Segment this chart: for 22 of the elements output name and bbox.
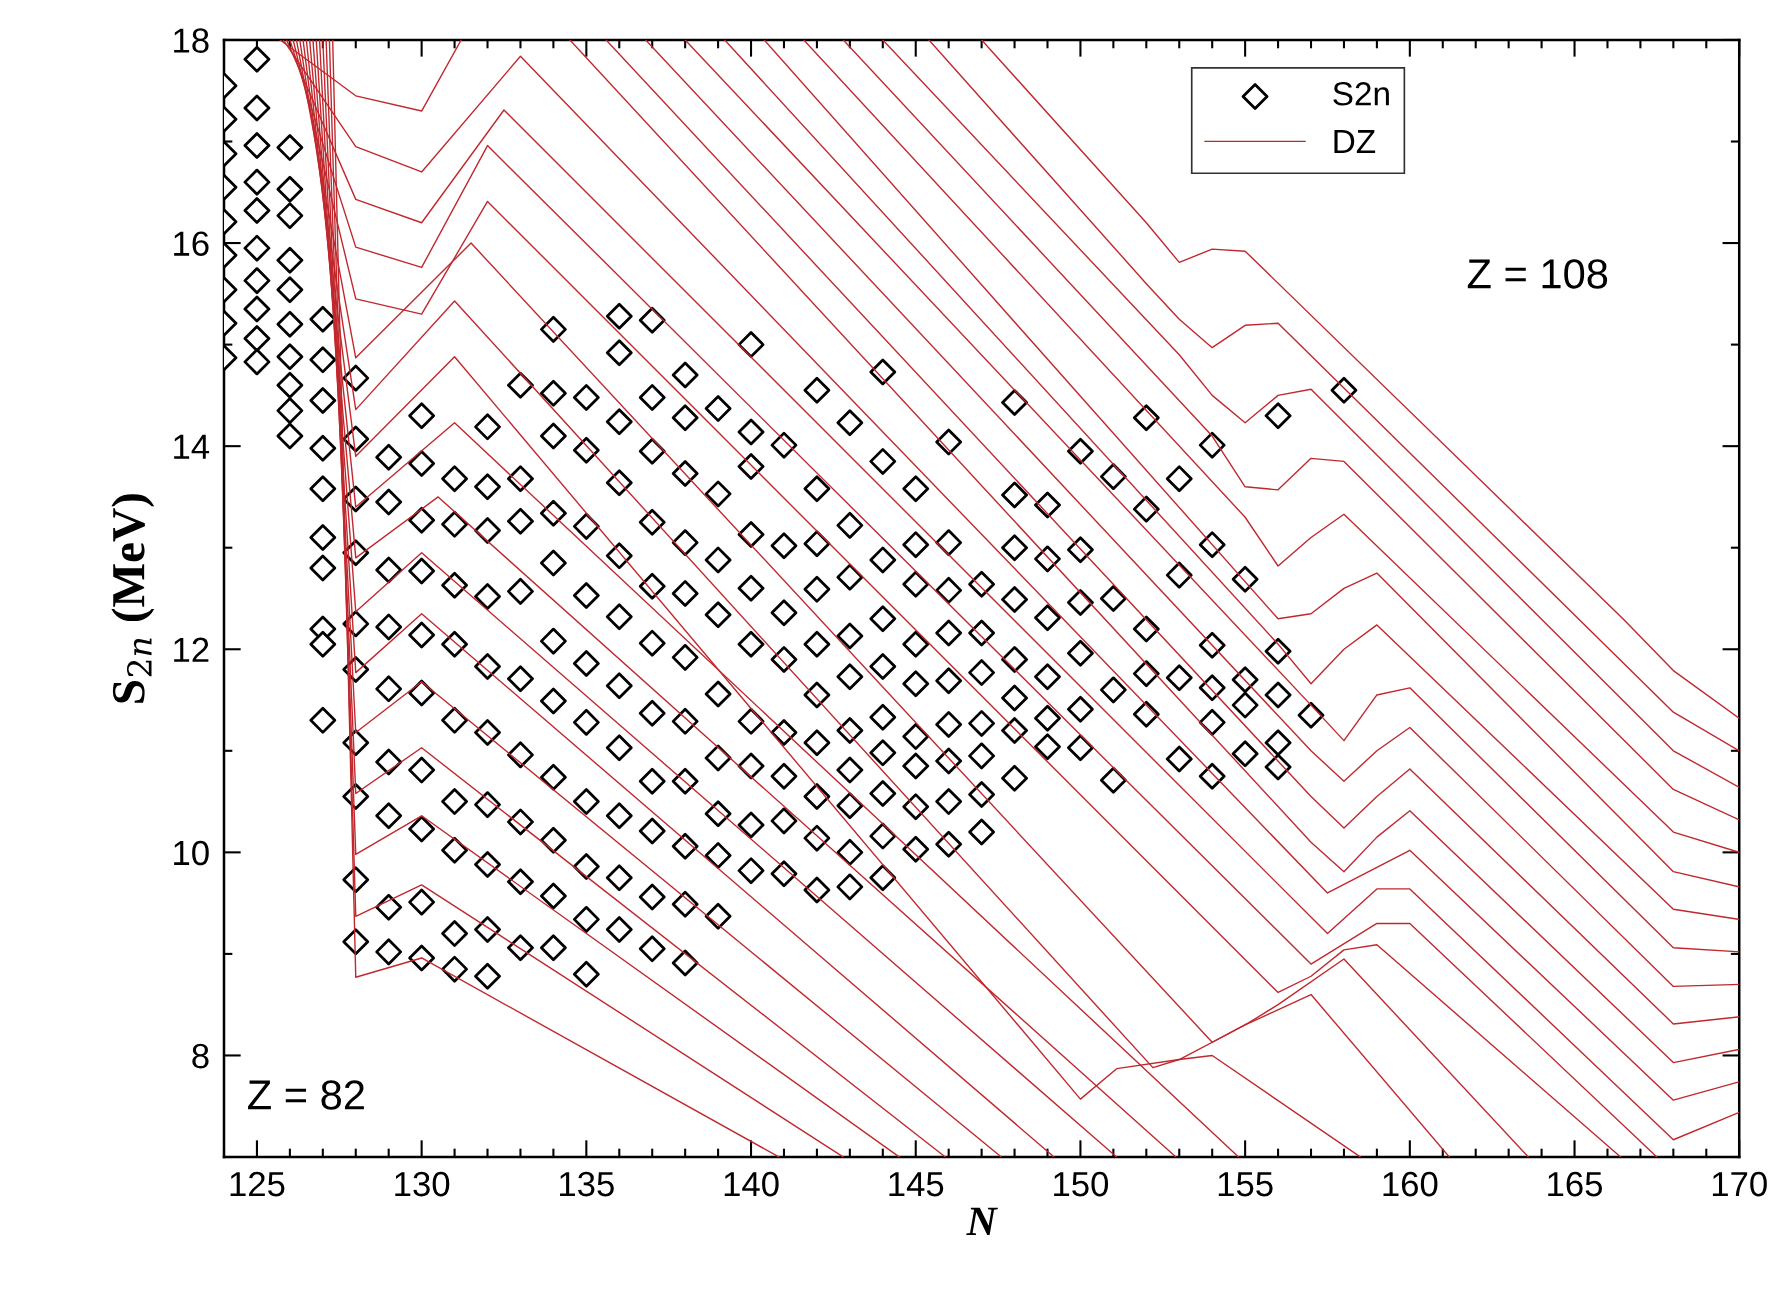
x-tick-label: 160	[1383, 1171, 1438, 1197]
y-tick-label: 14	[174, 434, 210, 459]
x-tick-label: 170	[1712, 1171, 1767, 1197]
y-tick-label: 10	[174, 840, 209, 866]
legend-label: S2n	[1333, 82, 1389, 106]
x-tick-label: 150	[1054, 1171, 1109, 1197]
x-tick-label: 130	[395, 1171, 450, 1197]
legend-label: DZ	[1334, 130, 1376, 154]
annotation: Z = 108	[1467, 259, 1608, 289]
y-tick-label: 12	[174, 637, 209, 662]
x-tick-label: 135	[560, 1171, 614, 1197]
x-tick-label: 155	[1218, 1172, 1273, 1197]
x-tick-label: 140	[724, 1171, 779, 1197]
y-tick-label: 18	[174, 28, 209, 53]
x-axis-title: N	[966, 1207, 998, 1235]
y-axis-title: S$_{2n}$ (MeV)	[111, 494, 155, 703]
annotation: Z = 82	[248, 1080, 364, 1110]
y-tick-label: 16	[174, 231, 209, 256]
y-tick-label: 8	[192, 1043, 209, 1069]
x-tick-label: 125	[230, 1171, 285, 1197]
x-tick-label: 165	[1548, 1171, 1603, 1197]
x-tick-label: 145	[889, 1172, 944, 1197]
